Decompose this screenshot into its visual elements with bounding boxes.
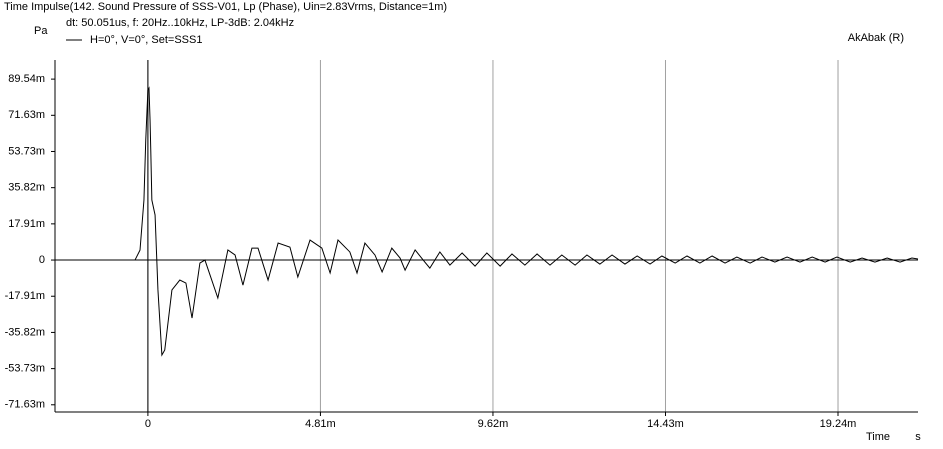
chart-title: Time Impulse(142. Sound Pressure of SSS-… xyxy=(4,1,447,13)
x-tick-label: 4.81m xyxy=(305,418,336,430)
y-tick-label: -17.91m xyxy=(5,290,45,302)
x-unit: s xyxy=(915,431,921,443)
brand: AkAbak (R) xyxy=(848,32,904,44)
series-line xyxy=(84,86,919,357)
y-tick-label: 0 xyxy=(39,254,45,266)
y-tick-label: -71.63m xyxy=(5,399,45,411)
y-tick-label: -53.73m xyxy=(5,363,45,375)
y-tick-label: 71.63m xyxy=(8,109,45,121)
x-axis-label: Time xyxy=(866,431,890,443)
y-tick-label: 17.91m xyxy=(8,218,45,230)
y-tick-label: 35.82m xyxy=(8,182,45,194)
y-unit: Pa xyxy=(34,25,48,37)
y-tick-label: 89.54m xyxy=(8,73,45,85)
y-tick-label: -35.82m xyxy=(5,326,45,338)
legend-label: H=0°, V=0°, Set=SSS1 xyxy=(90,34,202,46)
y-tick-label: 53.73m xyxy=(8,145,45,157)
x-tick-label: 0 xyxy=(145,418,151,430)
x-tick-label: 14.43m xyxy=(647,418,684,430)
x-tick-label: 9.62m xyxy=(478,418,509,430)
x-tick-label: 19.24m xyxy=(820,418,857,430)
chart-subtitle: dt: 50.051us, f: 20Hz..10kHz, LP-3dB: 2.… xyxy=(66,17,294,29)
